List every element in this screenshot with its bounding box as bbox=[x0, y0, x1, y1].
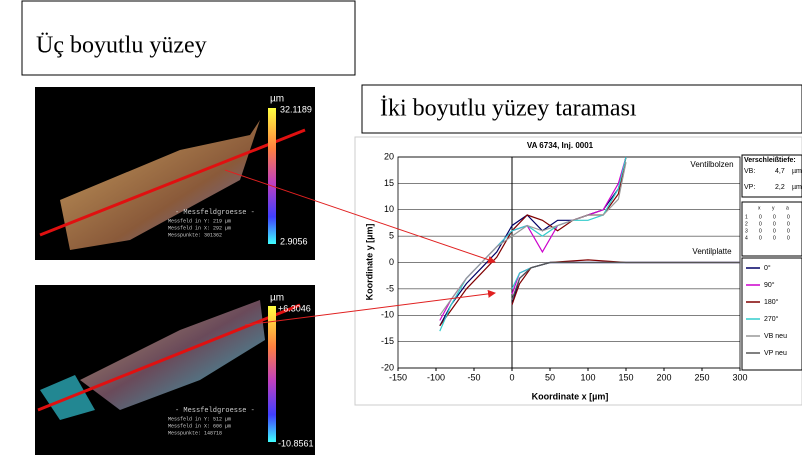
x-tick-label: 200 bbox=[656, 372, 671, 382]
label: Üç boyutlu yüzey bbox=[36, 33, 207, 59]
info: Messpunkte: 148718 bbox=[168, 430, 222, 436]
legend-label: 270° bbox=[764, 315, 779, 323]
chart-title: VA 6734, Inj. 0001 bbox=[527, 141, 594, 150]
colorbar-max: +6.3046 bbox=[278, 303, 311, 313]
y-tick-label: 20 bbox=[384, 151, 394, 161]
table-cell: 0 bbox=[773, 221, 776, 227]
unit: µm bbox=[270, 293, 284, 304]
table-cell: 0 bbox=[773, 228, 776, 234]
colorbar-min: -10.8561 bbox=[278, 438, 314, 448]
panel-text: µm bbox=[792, 168, 802, 175]
y-tick-label: 15 bbox=[384, 178, 394, 188]
y-tick-label: 0 bbox=[389, 257, 394, 267]
x-tick-label: 0 bbox=[509, 372, 514, 382]
figure: Üç boyutlu yüzey İki boyutlu yüzey taram… bbox=[0, 0, 802, 466]
table-cell: 0 bbox=[759, 214, 762, 220]
surface-image: µm +6.3046 -10.8561 - Messfeldgroesse - … bbox=[35, 285, 315, 455]
y-axis-label: Koordinate y [µm] bbox=[364, 224, 374, 301]
colorbar-min: 2.9056 bbox=[280, 236, 308, 246]
table-cell: 0 bbox=[773, 235, 776, 241]
legend-label: VB neu bbox=[764, 333, 787, 340]
panel-text: 4,7 bbox=[775, 168, 785, 175]
chart-frame bbox=[355, 137, 802, 405]
x-tick-label: 150 bbox=[618, 372, 633, 382]
table-cell: 3 bbox=[745, 228, 748, 234]
table-cell: 0 bbox=[787, 235, 790, 241]
panel-title: Verschleißtiefe: bbox=[744, 157, 796, 164]
table-cell: 0 bbox=[787, 228, 790, 234]
x-tick-label: -100 bbox=[427, 372, 445, 382]
y-tick-label: 5 bbox=[389, 231, 394, 241]
table-cell: 0 bbox=[759, 221, 762, 227]
table-cell: 4 bbox=[745, 235, 748, 241]
info-title: - Messfeldgroesse - bbox=[175, 407, 255, 415]
x-tick-label: 100 bbox=[580, 372, 595, 382]
unit: µm bbox=[270, 94, 284, 105]
legend-label: 0° bbox=[764, 264, 771, 272]
info: Messfeld in Y: 219 µm bbox=[168, 218, 231, 224]
table-cell: 0 bbox=[759, 235, 762, 241]
table-header: a bbox=[786, 205, 789, 211]
table-cell: 1 bbox=[745, 214, 748, 220]
info: Messfeld in X: 606 µm bbox=[168, 423, 231, 429]
legend-label: 180° bbox=[764, 298, 779, 306]
panel-text: 2,2 bbox=[775, 184, 785, 191]
y-tick-label: -5 bbox=[386, 283, 394, 293]
legend-label: 90° bbox=[764, 281, 775, 289]
table-cell: 0 bbox=[787, 214, 790, 220]
annotation: Ventilplatte bbox=[692, 247, 732, 256]
x-tick-label: -50 bbox=[467, 372, 480, 382]
table-cell: 0 bbox=[759, 228, 762, 234]
colorbar-max: 32.1189 bbox=[280, 104, 312, 114]
panel-text: VP: bbox=[744, 184, 755, 191]
y-tick-label: -10 bbox=[381, 310, 394, 320]
table-cell: 0 bbox=[787, 221, 790, 227]
y-tick-label: 10 bbox=[384, 204, 394, 214]
x-tick-label: 50 bbox=[545, 372, 555, 382]
surface-image: µm 32.1189 2.9056 - Messfeldgroesse - Me… bbox=[35, 87, 315, 260]
table-cell: 0 bbox=[773, 214, 776, 220]
x-axis-label: Koordinate x [µm] bbox=[532, 391, 609, 401]
panel-text: µm bbox=[792, 184, 802, 191]
y-tick-label: -20 bbox=[381, 362, 394, 372]
x-tick-label: 250 bbox=[694, 372, 709, 382]
info: Messpunkte: 301362 bbox=[168, 232, 222, 238]
x-tick-label: 300 bbox=[732, 372, 747, 382]
panel-text: VB: bbox=[744, 168, 755, 175]
x-tick-label: -150 bbox=[389, 372, 407, 382]
info-title: - Messfeldgroesse - bbox=[175, 209, 255, 217]
legend-label: VP neu bbox=[764, 350, 787, 357]
annotation: Ventilbolzen bbox=[690, 160, 733, 169]
info: Messfeld in X: 292 µm bbox=[168, 225, 231, 231]
label: İki boyutlu yüzey taraması bbox=[380, 96, 637, 122]
table-cell: 2 bbox=[745, 221, 748, 227]
info: Messfeld in Y: 512 µm bbox=[168, 416, 231, 422]
y-tick-label: -15 bbox=[381, 336, 394, 346]
